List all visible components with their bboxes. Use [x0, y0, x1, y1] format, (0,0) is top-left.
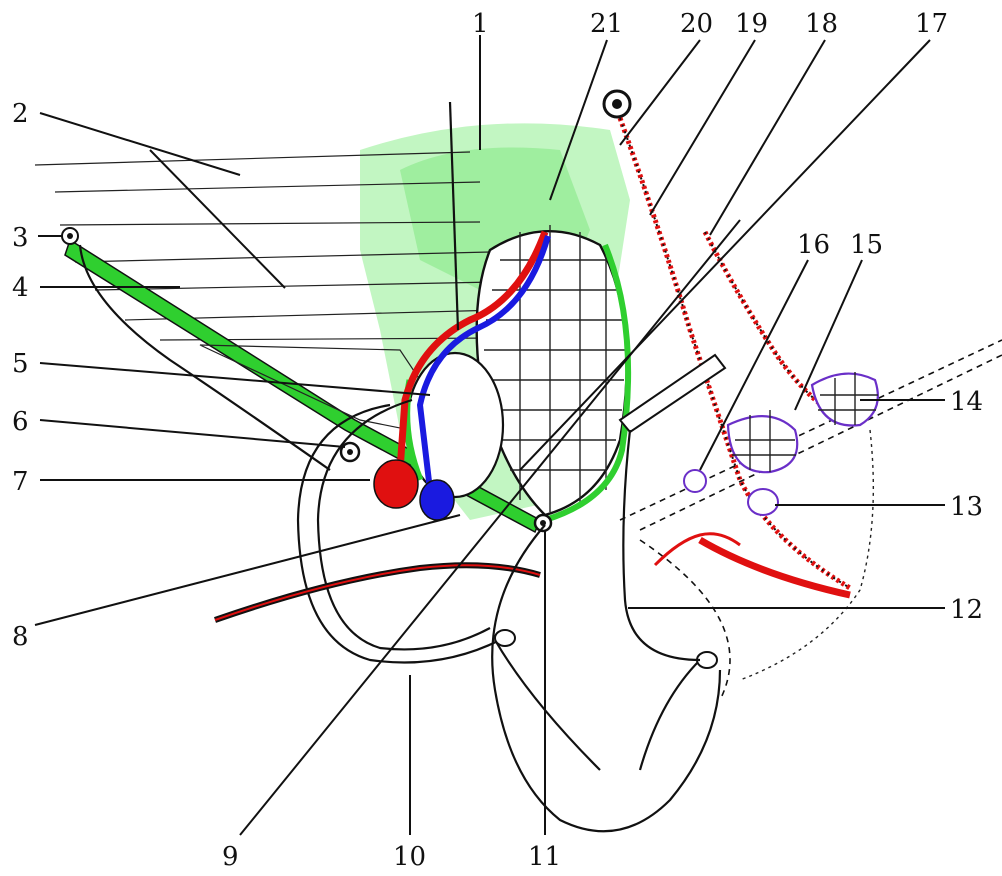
- label-1: 1: [472, 9, 489, 39]
- vessels: [373, 230, 551, 521]
- label-21: 21: [590, 9, 623, 39]
- label-13: 13: [950, 492, 983, 522]
- label-8: 8: [12, 622, 29, 652]
- label-17: 17: [915, 9, 948, 39]
- label-10: 10: [393, 842, 426, 872]
- dashed-outline: [639, 539, 731, 701]
- oblique-hatched-membrane: [619, 339, 1002, 531]
- purple-lumps: [683, 372, 879, 516]
- left-loop-structure: [214, 398, 541, 664]
- label-16: 16: [797, 230, 830, 260]
- label-3: 3: [12, 223, 29, 253]
- label-2: 2: [12, 99, 29, 129]
- right-hatched-cord: [739, 429, 875, 681]
- label-5: 5: [12, 349, 29, 379]
- vertical-fiber-line: [448, 101, 460, 331]
- ring-center-6: [347, 449, 353, 455]
- label-20: 20: [680, 9, 713, 39]
- probe-tube: [618, 353, 727, 434]
- callout-labels: 1 2 3 4 5 6 7 8 9 10 11 12 13 14 15 16 1…: [12, 9, 983, 872]
- label-19: 19: [735, 9, 768, 39]
- label-6: 6: [12, 407, 29, 437]
- label-4: 4: [12, 273, 29, 303]
- label-7: 7: [12, 467, 29, 497]
- label-15: 15: [850, 230, 883, 260]
- ring-center-11: [540, 520, 546, 526]
- label-12: 12: [950, 595, 983, 625]
- label-14: 14: [950, 387, 983, 417]
- ring-center-20: [612, 99, 622, 109]
- lower-lobed-structure: [491, 429, 722, 833]
- ring-center-3: [67, 233, 73, 239]
- leader-lines: [34, 35, 945, 836]
- striped-cords: [617, 117, 852, 599]
- label-11: 11: [528, 842, 561, 872]
- label-9: 9: [222, 842, 239, 872]
- label-18: 18: [805, 9, 838, 39]
- red-squiggle: [653, 532, 741, 567]
